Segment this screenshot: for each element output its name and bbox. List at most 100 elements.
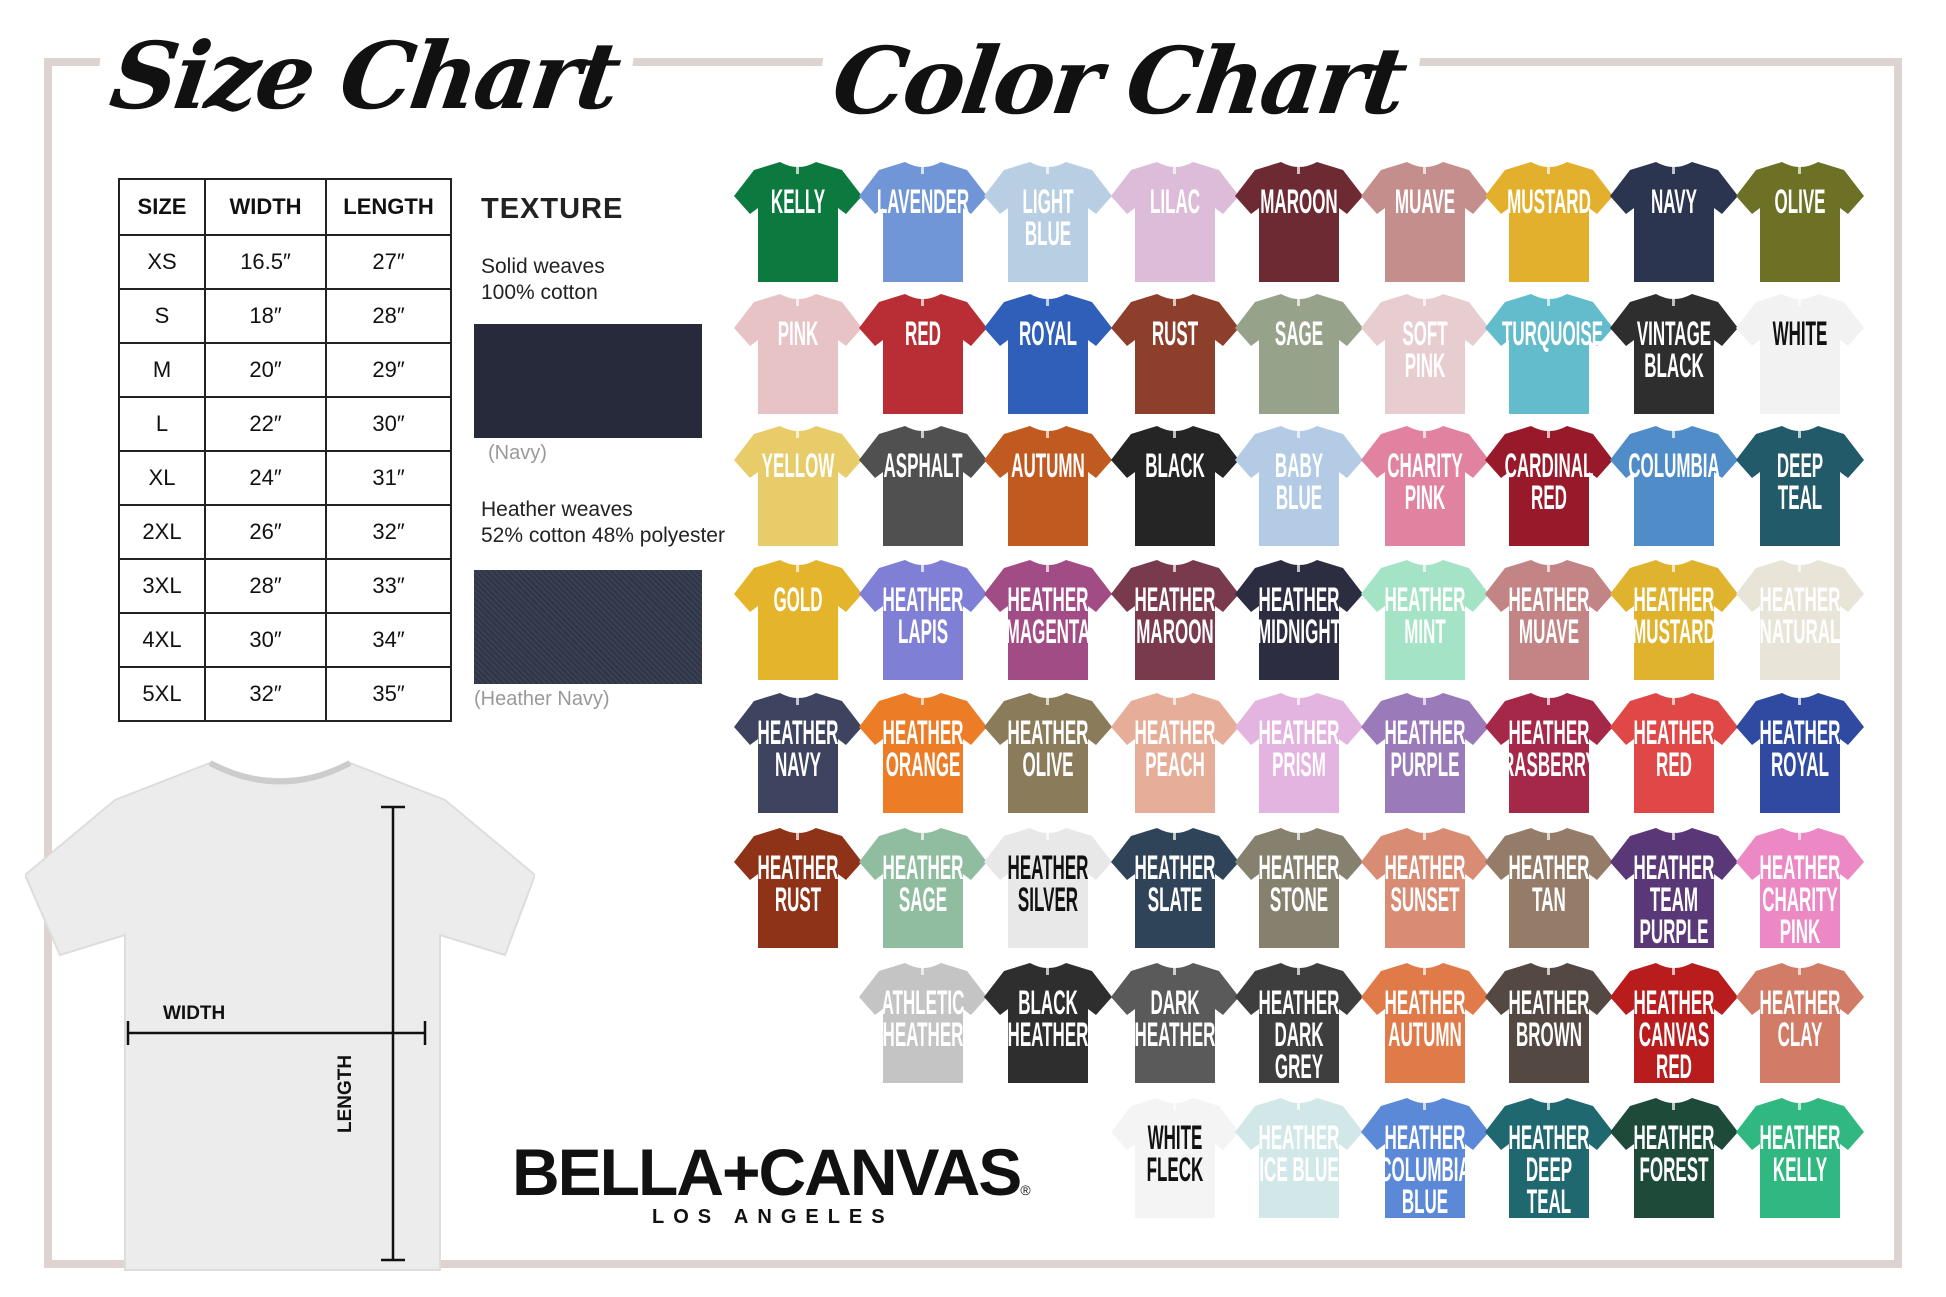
size-cell: 5XL bbox=[118, 666, 206, 722]
color-name: VINTAGE BLACK bbox=[1636, 315, 1712, 385]
color-swatch-cardinal-red: CARDINAL RED bbox=[1485, 422, 1613, 550]
color-name: HEATHER SILVER bbox=[1007, 849, 1089, 919]
color-name: HEATHER TAN bbox=[1508, 849, 1590, 919]
color-swatch-heather-dark-grey: HEATHER DARK GREY bbox=[1235, 959, 1363, 1087]
color-name: BLACK HEATHER bbox=[1007, 984, 1089, 1054]
tshirt-icon bbox=[1111, 426, 1239, 546]
color-name: HEATHER OLIVE bbox=[1007, 714, 1089, 784]
tshirt-icon bbox=[1736, 294, 1864, 414]
color-name: BABY BLUE bbox=[1274, 447, 1324, 517]
color-swatch-sage: SAGE bbox=[1235, 290, 1363, 418]
color-swatch-lilac: LILAC bbox=[1111, 158, 1239, 286]
size-row: 4XL 30″ 34″ bbox=[118, 612, 452, 668]
color-swatch-heather-rasberry: HEATHER RASBERRY bbox=[1485, 689, 1613, 817]
size-table-header: SIZE WIDTH LENGTH bbox=[118, 178, 452, 236]
tshirt-icon bbox=[859, 162, 987, 282]
brand-name: BELLA+CANVAS bbox=[512, 1135, 1022, 1209]
color-swatch-heather-maroon: HEATHER MAROON bbox=[1111, 556, 1239, 684]
heather-navy-texture-swatch bbox=[474, 570, 702, 684]
color-swatch-heather-royal: HEATHER ROYAL bbox=[1736, 689, 1864, 817]
color-name: HEATHER LAPIS bbox=[882, 581, 964, 651]
color-name: LAVENDER bbox=[876, 183, 970, 221]
tshirt-icon bbox=[859, 294, 987, 414]
tshirt-icon bbox=[1610, 693, 1738, 813]
color-swatch-heather-purple: HEATHER PURPLE bbox=[1361, 689, 1489, 817]
color-swatch-heather-sunset: HEATHER SUNSET bbox=[1361, 824, 1489, 952]
tshirt-icon bbox=[859, 963, 987, 1083]
tshirt-icon bbox=[984, 426, 1112, 546]
width-cell: 20″ bbox=[204, 342, 327, 398]
color-name: HEATHER FOREST bbox=[1633, 1119, 1715, 1189]
color-name: HEATHER AUTUMN bbox=[1384, 984, 1466, 1054]
color-name: HEATHER CLAY bbox=[1759, 984, 1841, 1054]
tshirt-icon bbox=[859, 693, 987, 813]
color-name: ASPHALT bbox=[883, 447, 963, 485]
size-row: 5XL 32″ 35″ bbox=[118, 666, 452, 722]
color-swatch-lavender: LAVENDER bbox=[859, 158, 987, 286]
color-name: MUSTARD bbox=[1507, 183, 1591, 221]
tshirt-icon bbox=[1610, 162, 1738, 282]
color-name: HEATHER PEACH bbox=[1134, 714, 1216, 784]
color-name: HEATHER SLATE bbox=[1134, 849, 1216, 919]
size-row: 2XL 26″ 32″ bbox=[118, 504, 452, 560]
size-cell: XL bbox=[118, 450, 206, 506]
tshirt-icon bbox=[1610, 1098, 1738, 1218]
size-row: 3XL 28″ 33″ bbox=[118, 558, 452, 614]
color-swatch-light-blue: LIGHT BLUE bbox=[984, 158, 1112, 286]
width-cell: 16.5″ bbox=[204, 234, 327, 290]
color-swatch-turquoise: TURQUOISE bbox=[1485, 290, 1613, 418]
color-swatch-heather-natural: HEATHER NATURAL bbox=[1736, 556, 1864, 684]
color-swatch-vintage-black: VINTAGE BLACK bbox=[1610, 290, 1738, 418]
color-swatch-kelly: KELLY bbox=[734, 158, 862, 286]
color-name: HEATHER MAGENTA bbox=[1005, 581, 1091, 651]
color-swatch-maroon: MAROON bbox=[1235, 158, 1363, 286]
width-cell: 32″ bbox=[204, 666, 327, 722]
size-cell: M bbox=[118, 342, 206, 398]
tshirt-icon bbox=[734, 560, 862, 680]
brand-registered: ® bbox=[1020, 1182, 1031, 1198]
color-name: YELLOW bbox=[761, 447, 835, 485]
color-name: WHITE FLECK bbox=[1146, 1119, 1204, 1189]
color-chart-title: Color Chart bbox=[813, 27, 1424, 135]
tshirt-icon bbox=[1235, 963, 1363, 1083]
color-name: SOFT PINK bbox=[1402, 315, 1448, 385]
color-name: HEATHER COLUMBIA BLUE bbox=[1379, 1119, 1471, 1221]
tshirt-icon bbox=[1111, 693, 1239, 813]
color-swatch-heather-stone: HEATHER STONE bbox=[1235, 824, 1363, 952]
color-name: HEATHER RUST bbox=[757, 849, 839, 919]
tshirt-icon bbox=[984, 560, 1112, 680]
tshirt-icon bbox=[1111, 1098, 1239, 1218]
heather-navy-caption: (Heather Navy) bbox=[474, 688, 610, 710]
tshirt-icon bbox=[1361, 294, 1489, 414]
tshirt-icon bbox=[734, 162, 862, 282]
color-swatch-heather-silver: HEATHER SILVER bbox=[984, 824, 1112, 952]
color-swatch-black-heather: BLACK HEATHER bbox=[984, 959, 1112, 1087]
tshirt-icon bbox=[859, 560, 987, 680]
tshirt-icon bbox=[1361, 963, 1489, 1083]
tshirt-icon bbox=[1610, 426, 1738, 546]
tshirt-icon bbox=[734, 294, 862, 414]
color-swatch-heather-olive: HEATHER OLIVE bbox=[984, 689, 1112, 817]
tshirt-diagram: WIDTH LENGTH bbox=[23, 755, 537, 1275]
length-cell: 34″ bbox=[325, 612, 452, 668]
width-cell: 30″ bbox=[204, 612, 327, 668]
color-swatch-heather-clay: HEATHER CLAY bbox=[1736, 959, 1864, 1087]
color-swatch-heather-muave: HEATHER MUAVE bbox=[1485, 556, 1613, 684]
color-name: RED bbox=[905, 315, 941, 353]
color-swatch-heather-columbia-blue: HEATHER COLUMBIA BLUE bbox=[1361, 1094, 1489, 1222]
width-cell: 22″ bbox=[204, 396, 327, 452]
texture-heading: TEXTURE bbox=[481, 193, 624, 225]
color-swatch-heather-orange: HEATHER ORANGE bbox=[859, 689, 987, 817]
tshirt-icon bbox=[984, 294, 1112, 414]
tshirt-icon bbox=[1361, 560, 1489, 680]
color-swatch-heather-autumn: HEATHER AUTUMN bbox=[1361, 959, 1489, 1087]
tshirt-icon bbox=[1235, 1098, 1363, 1218]
length-cell: 30″ bbox=[325, 396, 452, 452]
navy-texture-swatch bbox=[474, 324, 702, 438]
color-name: DEEP TEAL bbox=[1776, 447, 1824, 517]
size-row: XL 24″ 31″ bbox=[118, 450, 452, 506]
color-name: GOLD bbox=[773, 581, 823, 619]
heather-weaves-title: Heather weaves bbox=[481, 498, 633, 521]
color-name: BLACK bbox=[1145, 447, 1205, 485]
color-swatch-heather-red: HEATHER RED bbox=[1610, 689, 1738, 817]
